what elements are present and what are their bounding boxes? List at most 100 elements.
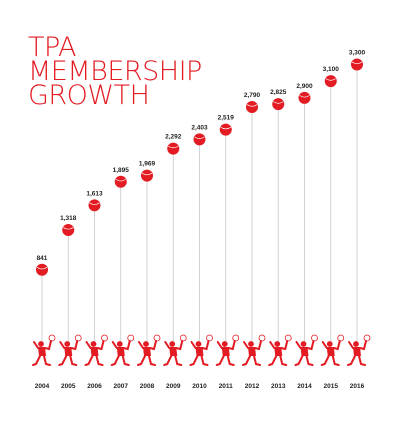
player-icon (58, 334, 82, 366)
player-icon (294, 334, 318, 366)
player-head (116, 341, 123, 347)
racket (48, 334, 56, 342)
x-tick-label: 2004 (35, 383, 50, 390)
racket (311, 334, 318, 342)
player-head (248, 341, 254, 347)
player-icon (163, 334, 187, 366)
player-limbs (110, 340, 131, 366)
ball (36, 263, 48, 276)
racket (232, 334, 240, 342)
ball (246, 101, 258, 114)
value-label: 1,895 (113, 167, 130, 174)
ball-seam (325, 78, 336, 81)
player-icon (268, 334, 292, 366)
ball-seam (63, 227, 74, 230)
player-body (326, 347, 335, 356)
player-limbs (84, 340, 105, 366)
player-limbs (294, 340, 315, 366)
player-body (169, 347, 178, 356)
player-body (38, 347, 46, 356)
value-label: 3,100 (323, 66, 340, 73)
ball (114, 175, 127, 188)
value-label: 3,300 (349, 49, 366, 56)
player-head (90, 341, 97, 347)
ball (141, 169, 153, 182)
ball-seam (351, 61, 363, 65)
ball-seam (141, 172, 153, 176)
player-body (116, 347, 125, 356)
chart-title: MEMBERSHIP (28, 56, 202, 87)
racket (153, 334, 161, 342)
x-tick-label: 2014 (297, 383, 312, 390)
value-label: 2,403 (191, 124, 208, 131)
ball (193, 133, 206, 146)
racket (127, 334, 135, 342)
player-head (38, 341, 44, 347)
player-icon (84, 334, 108, 366)
player-limbs (242, 340, 262, 366)
x-tick-label: 2008 (140, 383, 155, 390)
player-limbs (163, 340, 184, 366)
ball (298, 91, 311, 104)
ball (219, 123, 232, 136)
chart-title: GROWTH (28, 80, 149, 111)
player-limbs (320, 340, 341, 366)
value-label: 2,519 (218, 115, 235, 122)
ball-seam (246, 104, 258, 107)
ball (88, 199, 101, 212)
player-icon (242, 334, 266, 366)
player-body (353, 347, 361, 356)
player-head (353, 341, 359, 347)
racket (258, 334, 266, 342)
x-tick-label: 2010 (192, 383, 207, 390)
value-label: 1,613 (86, 190, 103, 197)
x-tick-label: 2016 (350, 383, 365, 390)
x-tick-label: 2013 (271, 383, 286, 390)
player-body (221, 347, 230, 356)
x-tick-label: 2011 (219, 383, 233, 390)
racket (284, 334, 292, 342)
ball-seam (194, 136, 205, 139)
racket (206, 334, 213, 342)
player-head (221, 341, 228, 347)
player-limbs (189, 340, 210, 366)
player-body (143, 347, 151, 356)
racket (179, 334, 187, 342)
value-label: 1,969 (139, 161, 156, 168)
x-tick-label: 2007 (114, 383, 129, 390)
x-tick-label: 2015 (324, 383, 339, 390)
player-limbs (215, 340, 236, 366)
player-body (195, 347, 204, 356)
ball (272, 98, 285, 111)
x-tick-label: 2005 (61, 383, 76, 390)
player-head (300, 341, 307, 347)
ball (62, 223, 75, 236)
value-label: 2,900 (296, 83, 313, 90)
ball (324, 75, 337, 88)
player-limbs (58, 340, 79, 366)
ball-seam (299, 95, 310, 98)
ball-seam (89, 202, 100, 205)
ball-seam (168, 145, 179, 149)
racket (74, 334, 82, 342)
value-label: 2,292 (165, 134, 182, 141)
player-head (195, 341, 202, 347)
player-head (143, 341, 149, 347)
value-label: 2,825 (270, 89, 287, 96)
racket (337, 334, 345, 342)
x-tick-label: 2006 (87, 383, 102, 390)
player-icon (110, 334, 135, 366)
ball-seam (36, 266, 48, 270)
racket (101, 334, 108, 342)
value-label: 841 (37, 255, 48, 262)
player-head (326, 341, 333, 347)
player-body (90, 347, 99, 356)
chart-title: TPA (28, 32, 76, 63)
player-icon (137, 334, 161, 366)
player-body (274, 347, 283, 356)
value-label: 1,318 (60, 215, 77, 222)
player-head (274, 341, 281, 347)
player-icon (320, 334, 345, 366)
ball (351, 58, 363, 71)
